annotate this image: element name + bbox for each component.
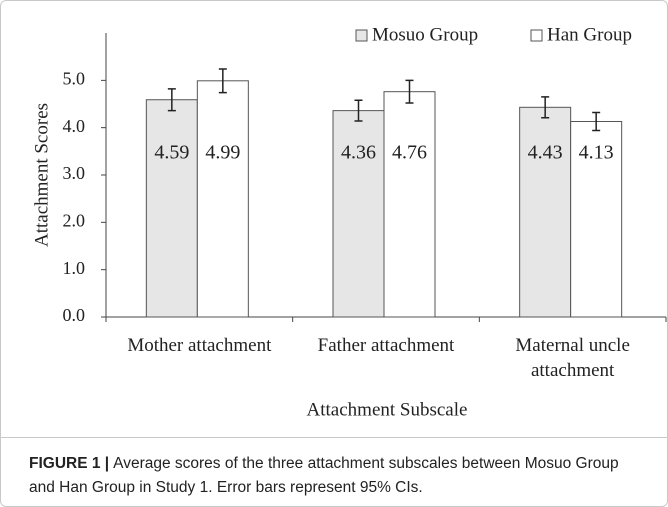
bar xyxy=(145,99,198,318)
legend-swatch xyxy=(530,29,543,42)
data-label: 4.43 xyxy=(528,142,563,164)
y-axis-title: Attachment Scores xyxy=(31,103,52,247)
y-tick-label: 0.0 xyxy=(63,305,86,325)
y-tick-label: 5.0 xyxy=(63,68,86,88)
bar xyxy=(519,106,572,318)
data-label: 4.99 xyxy=(205,142,240,164)
x-tick-label: Father attachment xyxy=(317,335,455,356)
x-axis-title: Attachment Subscale xyxy=(307,399,468,420)
y-tick-label: 2.0 xyxy=(63,210,86,230)
legend-swatch xyxy=(355,29,368,42)
x-tick-label: Maternal uncle attachment xyxy=(515,335,630,381)
y-tick-label: 3.0 xyxy=(63,163,86,183)
caption: FIGURE 1 | Average scores of the three at… xyxy=(1,437,667,500)
caption-text: Average scores of the three attachment s… xyxy=(29,455,619,496)
caption-label: FIGURE 1 | xyxy=(29,455,110,472)
legend-label: Han Group xyxy=(547,24,632,45)
legend-label: Mosuo Group xyxy=(372,24,478,45)
data-label: 4.13 xyxy=(579,142,614,164)
y-tick-label: 1.0 xyxy=(63,258,86,278)
data-label: 4.36 xyxy=(341,142,376,164)
bar xyxy=(383,91,436,318)
bar xyxy=(570,121,623,318)
data-label: 4.59 xyxy=(154,142,189,164)
y-tick-label: 4.0 xyxy=(63,116,86,136)
data-label: 4.76 xyxy=(392,142,427,164)
bar xyxy=(196,80,249,318)
chart: Attachment Scores Attachment Subscale 0.… xyxy=(31,24,667,420)
x-tick-label: Mother attachment xyxy=(127,335,272,356)
